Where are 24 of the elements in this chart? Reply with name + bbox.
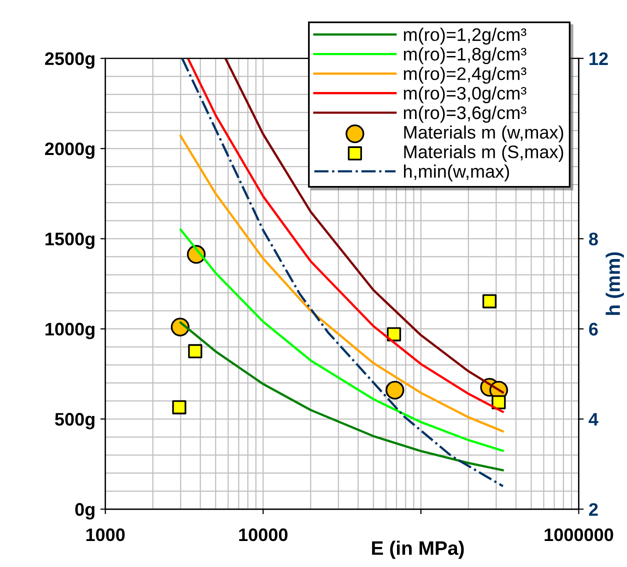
x-tick-label: 1000000 xyxy=(544,528,614,542)
legend-label: m(ro)=1,2g/cm³ xyxy=(404,28,526,45)
y2-tick-label: 6 xyxy=(589,322,598,336)
y-tick-label: 1000g xyxy=(46,322,94,340)
y-tick-label: 2500g xyxy=(45,52,94,69)
legend-label: m(ro)=1,8g/cm³ xyxy=(404,47,526,64)
y-tick-label: 2000g xyxy=(45,142,94,159)
x-tick-label: 10000 xyxy=(239,528,288,542)
legend-label: h,min(w,max) xyxy=(404,164,509,182)
legend-label: Materials m (S,max) xyxy=(404,145,564,162)
legend-label: Materials m (w,max) xyxy=(404,125,564,142)
legend-label: m(ro)=3,6g/cm³ xyxy=(404,106,526,123)
x-tick-label: 1000 xyxy=(86,528,125,542)
y2-axis-title: h (mm) xyxy=(606,252,624,315)
x-axis-title: E (in MPa) xyxy=(372,540,464,559)
y2-tick-label: 4 xyxy=(588,413,598,426)
legend-label: m(ro)=2,4g/cm³ xyxy=(404,66,526,84)
y-tick-label: 500g xyxy=(55,412,94,430)
y2-tick-label: 8 xyxy=(589,232,598,246)
y2-tick-label: 2 xyxy=(589,503,598,516)
y-tick-label: 1500g xyxy=(46,232,94,250)
legend-label: m(ro)=3,0g/cm³ xyxy=(404,86,526,104)
y2-tick-label: 12 xyxy=(590,52,608,65)
y-tick-label: 0g xyxy=(75,503,94,520)
